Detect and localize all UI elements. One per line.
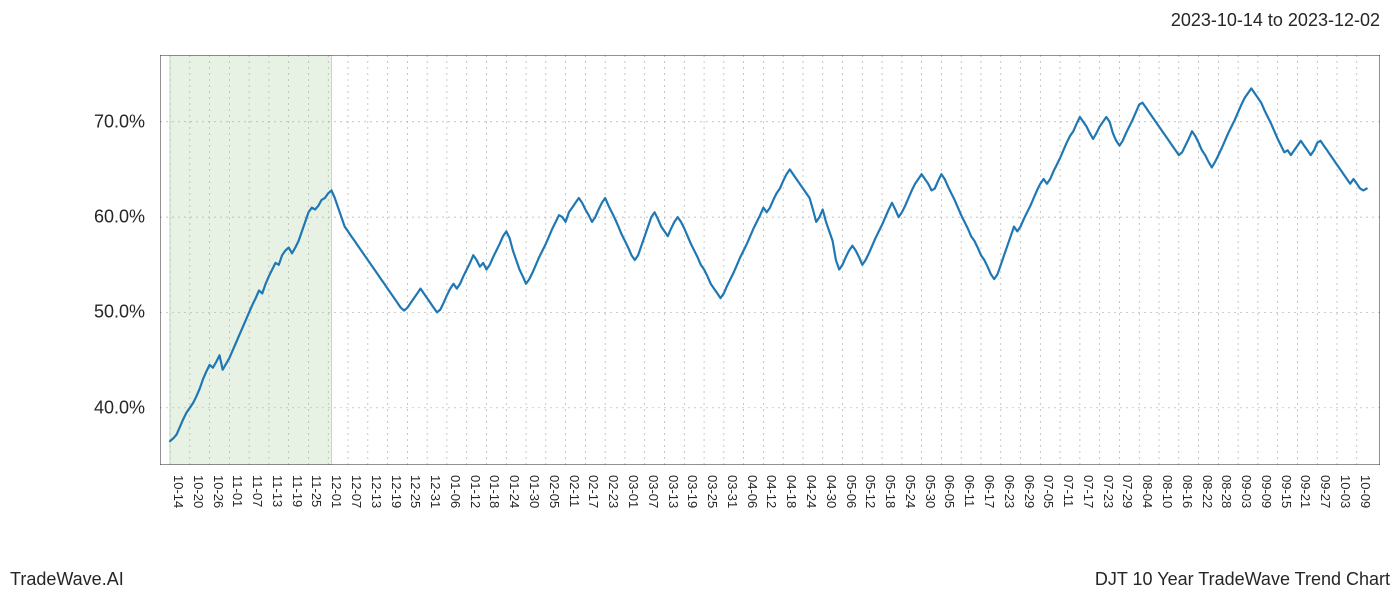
trend-chart (160, 55, 1380, 465)
x-tick-label: 10-14 (171, 475, 186, 508)
x-tick-label: 12-31 (428, 475, 443, 508)
x-tick-label: 11-25 (309, 475, 324, 507)
x-tick-label: 01-30 (527, 475, 542, 508)
x-tick-label: 09-27 (1318, 475, 1333, 508)
x-tick-label: 01-06 (448, 475, 463, 508)
x-tick-label: 06-05 (942, 475, 957, 508)
x-tick-label: 05-24 (903, 475, 918, 508)
brand-label: TradeWave.AI (10, 569, 124, 590)
chart-title: DJT 10 Year TradeWave Trend Chart (1095, 569, 1390, 590)
x-tick-label: 06-17 (982, 475, 997, 508)
x-tick-label: 12-01 (329, 475, 344, 508)
x-tick-label: 02-05 (547, 475, 562, 508)
x-tick-label: 07-23 (1101, 475, 1116, 508)
x-tick-label: 07-17 (1081, 475, 1096, 508)
x-tick-label: 06-11 (962, 475, 977, 507)
x-tick-label: 03-01 (626, 475, 641, 508)
x-tick-label: 01-24 (507, 475, 522, 508)
x-tick-label: 03-25 (705, 475, 720, 508)
x-tick-label: 11-07 (250, 475, 265, 507)
x-tick-label: 05-18 (883, 475, 898, 508)
x-tick-label: 09-09 (1259, 475, 1274, 508)
y-tick-label: 50.0% (94, 302, 145, 323)
x-tick-label: 08-04 (1140, 475, 1155, 508)
x-tick-label: 05-06 (844, 475, 859, 508)
x-tick-label: 08-10 (1160, 475, 1175, 508)
x-tick-label: 08-28 (1219, 475, 1234, 508)
x-tick-label: 03-13 (666, 475, 681, 508)
x-tick-label: 11-19 (290, 475, 305, 507)
x-tick-label: 12-13 (369, 475, 384, 508)
x-tick-label: 10-09 (1358, 475, 1373, 508)
x-tick-label: 03-07 (646, 475, 661, 508)
x-tick-label: 11-01 (230, 475, 245, 507)
x-tick-label: 11-13 (270, 475, 285, 507)
date-range-label: 2023-10-14 to 2023-12-02 (1171, 10, 1380, 31)
x-tick-label: 05-30 (923, 475, 938, 508)
x-tick-label: 04-30 (824, 475, 839, 508)
x-tick-label: 07-05 (1041, 475, 1056, 508)
x-tick-label: 09-03 (1239, 475, 1254, 508)
x-tick-label: 07-29 (1120, 475, 1135, 508)
x-tick-label: 02-11 (567, 475, 582, 507)
x-tick-label: 07-11 (1061, 475, 1076, 507)
x-tick-label: 12-19 (389, 475, 404, 508)
x-tick-label: 01-12 (468, 475, 483, 508)
x-tick-label: 06-29 (1022, 475, 1037, 508)
x-tick-label: 09-15 (1279, 475, 1294, 508)
x-tick-label: 02-23 (606, 475, 621, 508)
x-tick-label: 04-24 (804, 475, 819, 508)
x-tick-label: 06-23 (1002, 475, 1017, 508)
x-tick-label: 03-19 (685, 475, 700, 508)
x-tick-label: 09-21 (1298, 475, 1313, 508)
x-axis: 10-14 10-20 10-26 11-01 11-07 11-13 11-19 11-25… (160, 470, 1380, 560)
x-tick-label: 10-03 (1338, 475, 1353, 508)
x-tick-label: 02-17 (586, 475, 601, 508)
x-tick-label: 12-25 (408, 475, 423, 508)
x-tick-label: 05-12 (863, 475, 878, 508)
x-tick-label: 12-07 (349, 475, 364, 508)
y-tick-label: 70.0% (94, 111, 145, 132)
x-tick-label: 04-18 (784, 475, 799, 508)
x-tick-label: 04-12 (764, 475, 779, 508)
x-tick-label: 10-20 (191, 475, 206, 508)
y-tick-label: 60.0% (94, 207, 145, 228)
x-tick-label: 10-26 (211, 475, 226, 508)
y-axis: 40.0% 50.0% 60.0% 70.0% (0, 55, 155, 465)
x-tick-label: 04-06 (745, 475, 760, 508)
x-tick-label: 03-31 (725, 475, 740, 508)
x-tick-label: 01-18 (487, 475, 502, 508)
x-tick-label: 08-16 (1180, 475, 1195, 508)
y-tick-label: 40.0% (94, 397, 145, 418)
x-tick-label: 08-22 (1200, 475, 1215, 508)
